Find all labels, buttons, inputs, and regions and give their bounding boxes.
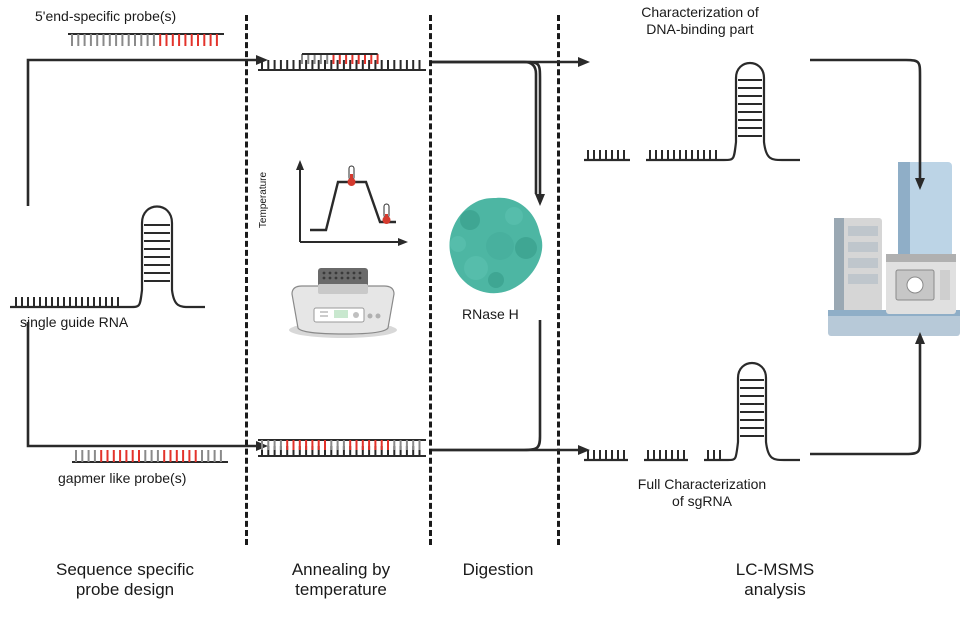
arrow-col3-top	[432, 56, 590, 206]
arrow-top-right	[24, 54, 268, 214]
rnaseh-protein-icon	[440, 190, 552, 302]
arrow-to-ms-bottom	[810, 330, 930, 464]
duplex-bottom	[258, 434, 426, 464]
arrow-to-ms-top	[810, 54, 930, 194]
arrow-bottom-right	[24, 320, 268, 458]
char-dna-label: Characterization of DNA-binding part	[620, 4, 780, 38]
duplex-top	[258, 48, 426, 78]
five-prime-probe-label: 5'end-specific probe(s)	[35, 8, 215, 25]
arrow-col3-bottom	[432, 318, 590, 460]
temperature-plot-icon	[288, 160, 408, 252]
gapmer-label: gapmer like probe(s)	[58, 470, 186, 487]
col4-title: LC-MSMS analysis	[700, 560, 850, 601]
product-bottom	[584, 342, 804, 472]
workflow-diagram: 5'end-specific probe(s)	[0, 0, 967, 622]
temperature-axis-label: Temperature	[258, 160, 270, 240]
col2-title: Annealing by temperature	[268, 560, 414, 601]
product-top	[584, 42, 804, 172]
col1-title: Sequence specific probe design	[30, 560, 220, 601]
col3-title: Digestion	[452, 560, 544, 580]
thermomixer-icon	[284, 258, 402, 340]
probe-5prime-glyph	[68, 28, 224, 50]
char-full-label: Full Characterization of sgRNA	[622, 476, 782, 510]
